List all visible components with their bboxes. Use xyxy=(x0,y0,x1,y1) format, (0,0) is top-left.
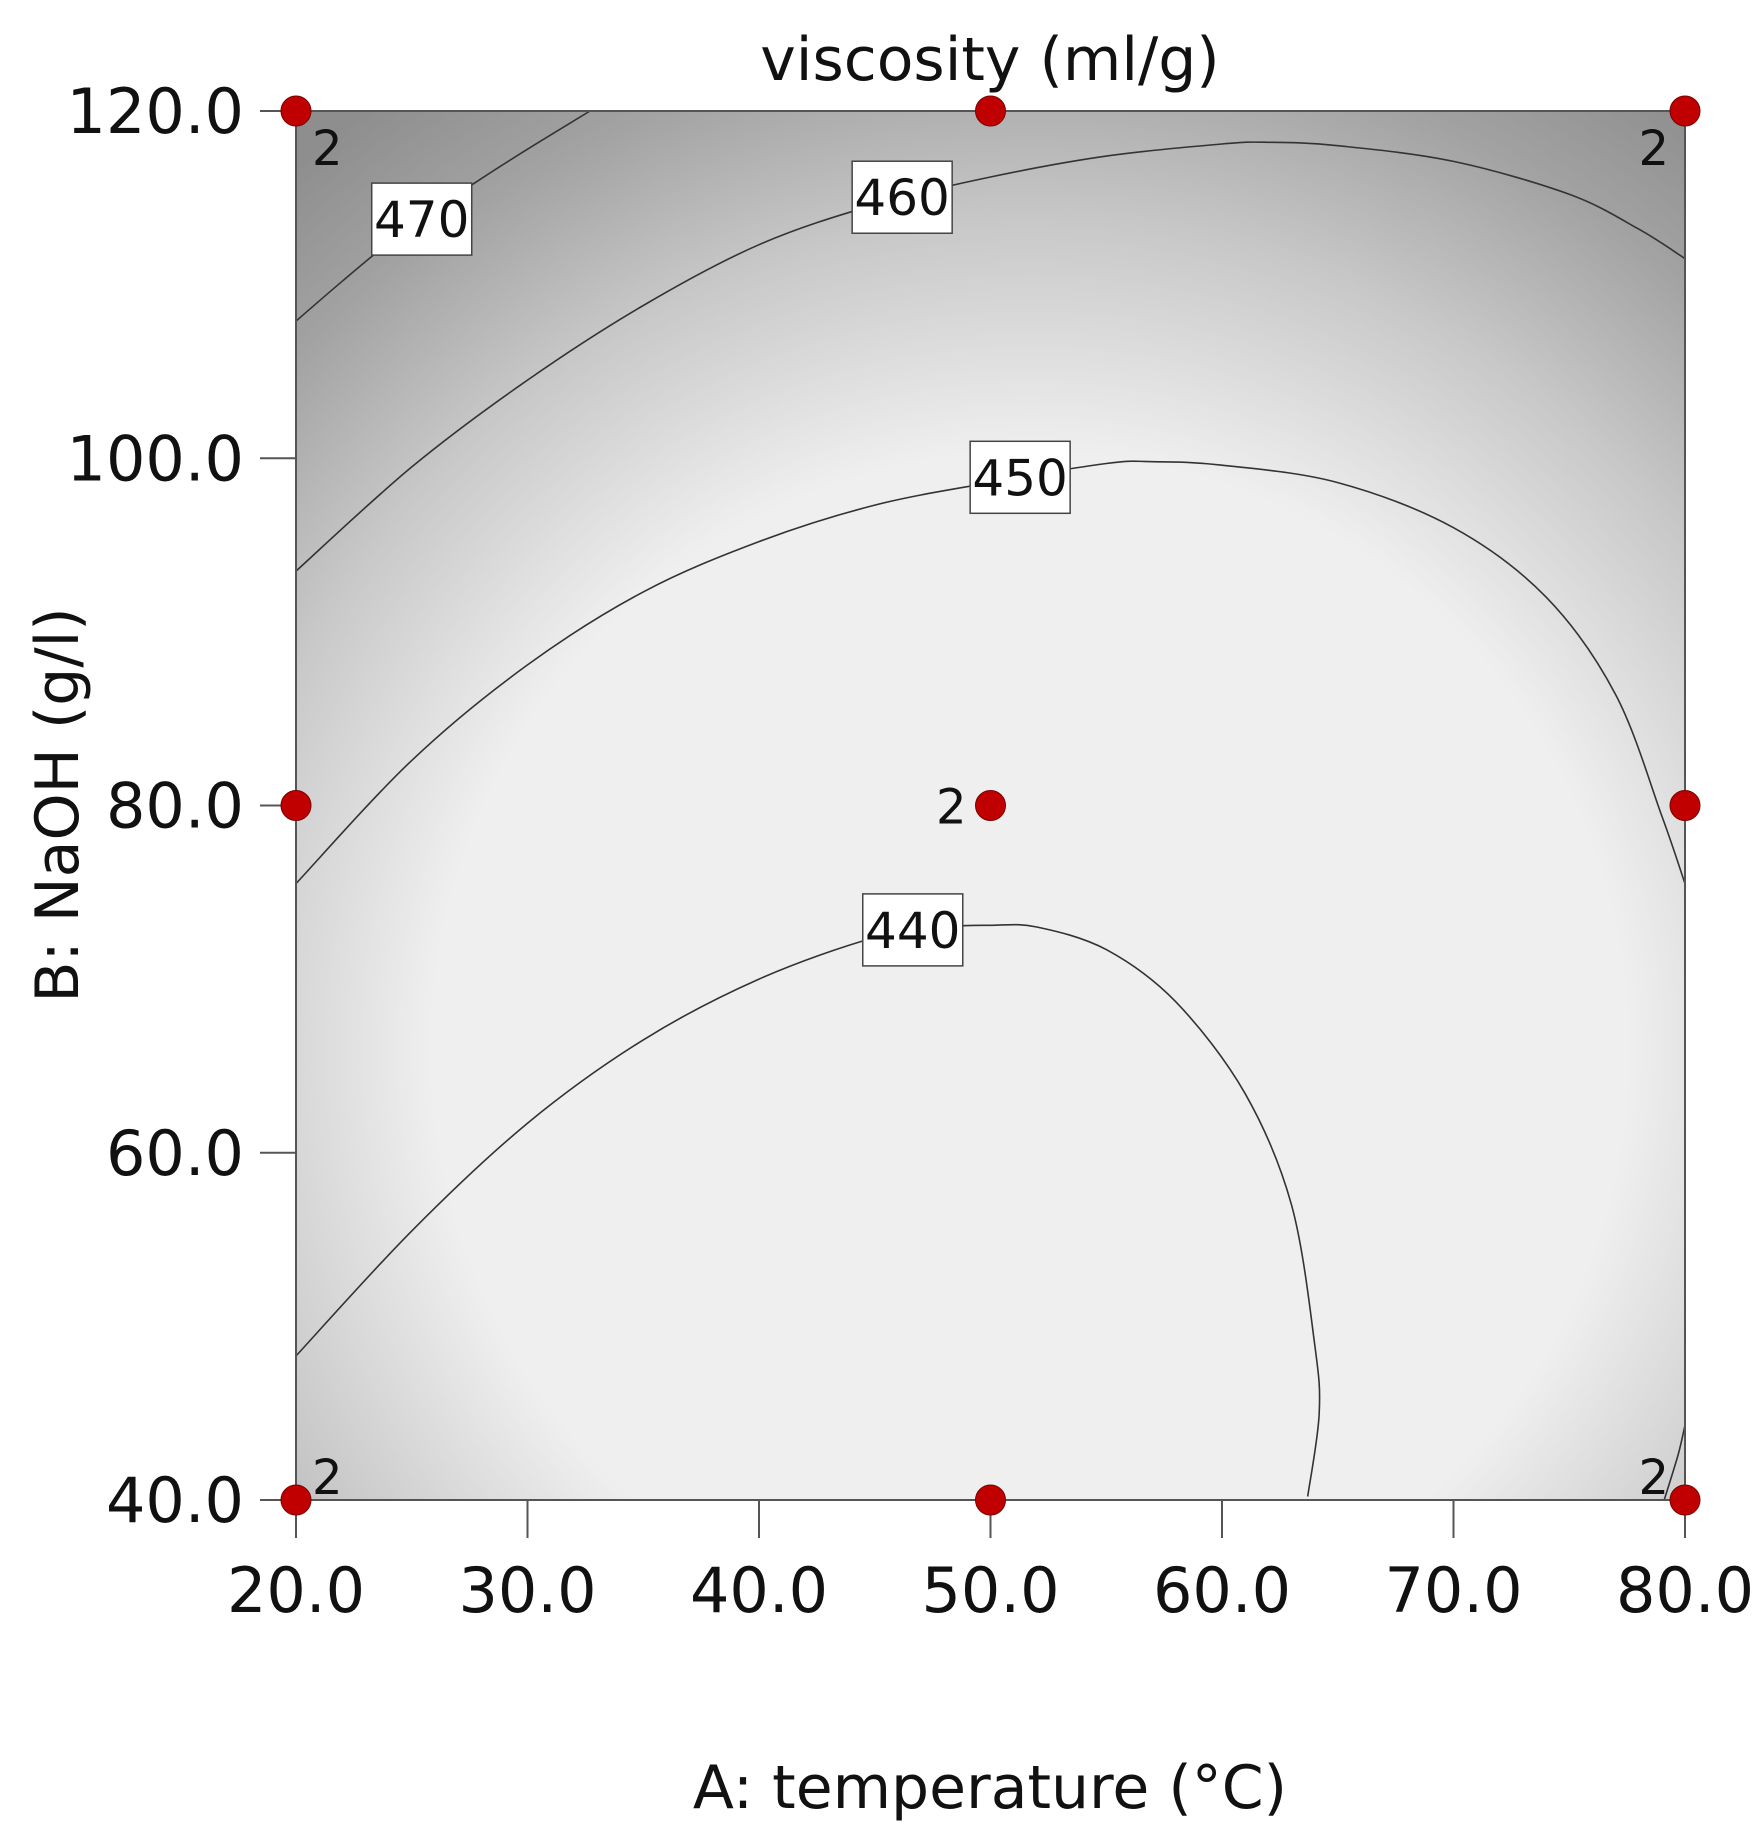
design-point xyxy=(280,95,312,127)
replicate-count-label: 2 xyxy=(312,121,343,177)
contour-label: 470 xyxy=(374,191,469,249)
design-point xyxy=(1669,1484,1701,1516)
x-tick-label: 70.0 xyxy=(1384,1554,1522,1627)
x-tick-label: 80.0 xyxy=(1616,1554,1754,1627)
design-point xyxy=(975,1484,1006,1516)
design-points: 2 2 2 2 2 xyxy=(280,95,1701,1516)
design-point xyxy=(1669,790,1701,821)
design-point xyxy=(975,790,1006,821)
contour-lines xyxy=(296,111,1685,1500)
x-tick-label: 30.0 xyxy=(458,1554,596,1627)
x-tick-label: 20.0 xyxy=(227,1554,365,1627)
y-tick-label: 80.0 xyxy=(106,770,244,843)
contour-label: 450 xyxy=(972,449,1067,507)
contour-label-box xyxy=(862,893,964,967)
y-tick-label: 60.0 xyxy=(106,1117,244,1190)
contour-line xyxy=(1663,1425,1685,1500)
y-tick-label: 100.0 xyxy=(67,422,245,495)
replicate-count-label: 2 xyxy=(936,780,967,836)
y-tick-label: 40.0 xyxy=(106,1464,244,1537)
y-axis-label: B: NaOH (g/l) xyxy=(23,607,93,1002)
contour-label-box xyxy=(969,440,1071,515)
x-axis-label: A: temperature (°C) xyxy=(693,1753,1287,1823)
design-point xyxy=(1669,95,1701,127)
contour-label-box xyxy=(851,160,953,234)
contour-line xyxy=(296,923,1321,1497)
design-point xyxy=(975,95,1006,127)
x-tick-label: 50.0 xyxy=(921,1554,1059,1627)
design-point xyxy=(280,790,312,821)
contour-label: 460 xyxy=(854,169,949,227)
x-axis: 20.0 30.0 40.0 50.0 60.0 70.0 80.0 xyxy=(227,1500,1754,1627)
replicate-count-label: 2 xyxy=(1638,121,1669,177)
x-tick-label: 60.0 xyxy=(1153,1554,1291,1627)
contour-line xyxy=(296,460,1685,885)
contour-label-box xyxy=(370,182,473,256)
replicate-count-label: 2 xyxy=(312,1450,343,1506)
y-axis: 40.0 60.0 80.0 100.0 120.0 xyxy=(67,75,296,1537)
contour-line xyxy=(296,141,1685,572)
design-point xyxy=(280,1484,312,1516)
y-tick-label: 120.0 xyxy=(67,75,245,148)
replicate-count-label: 2 xyxy=(1638,1450,1669,1506)
contour-label: 440 xyxy=(865,902,960,960)
chart-title: viscosity (ml/g) xyxy=(760,25,1219,95)
x-tick-label: 40.0 xyxy=(690,1554,828,1627)
contour-labels: 470 460 450 440 xyxy=(370,160,1071,967)
